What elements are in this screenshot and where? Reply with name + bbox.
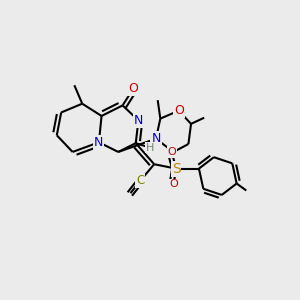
Text: N: N: [151, 132, 160, 145]
Text: O: O: [128, 82, 138, 95]
Text: S: S: [172, 162, 181, 176]
Text: N: N: [134, 114, 143, 127]
Text: O: O: [167, 147, 176, 157]
Text: O: O: [174, 104, 184, 117]
Text: H: H: [146, 142, 154, 153]
Text: N: N: [94, 136, 104, 149]
Text: C: C: [136, 174, 144, 188]
Text: O: O: [169, 179, 178, 189]
